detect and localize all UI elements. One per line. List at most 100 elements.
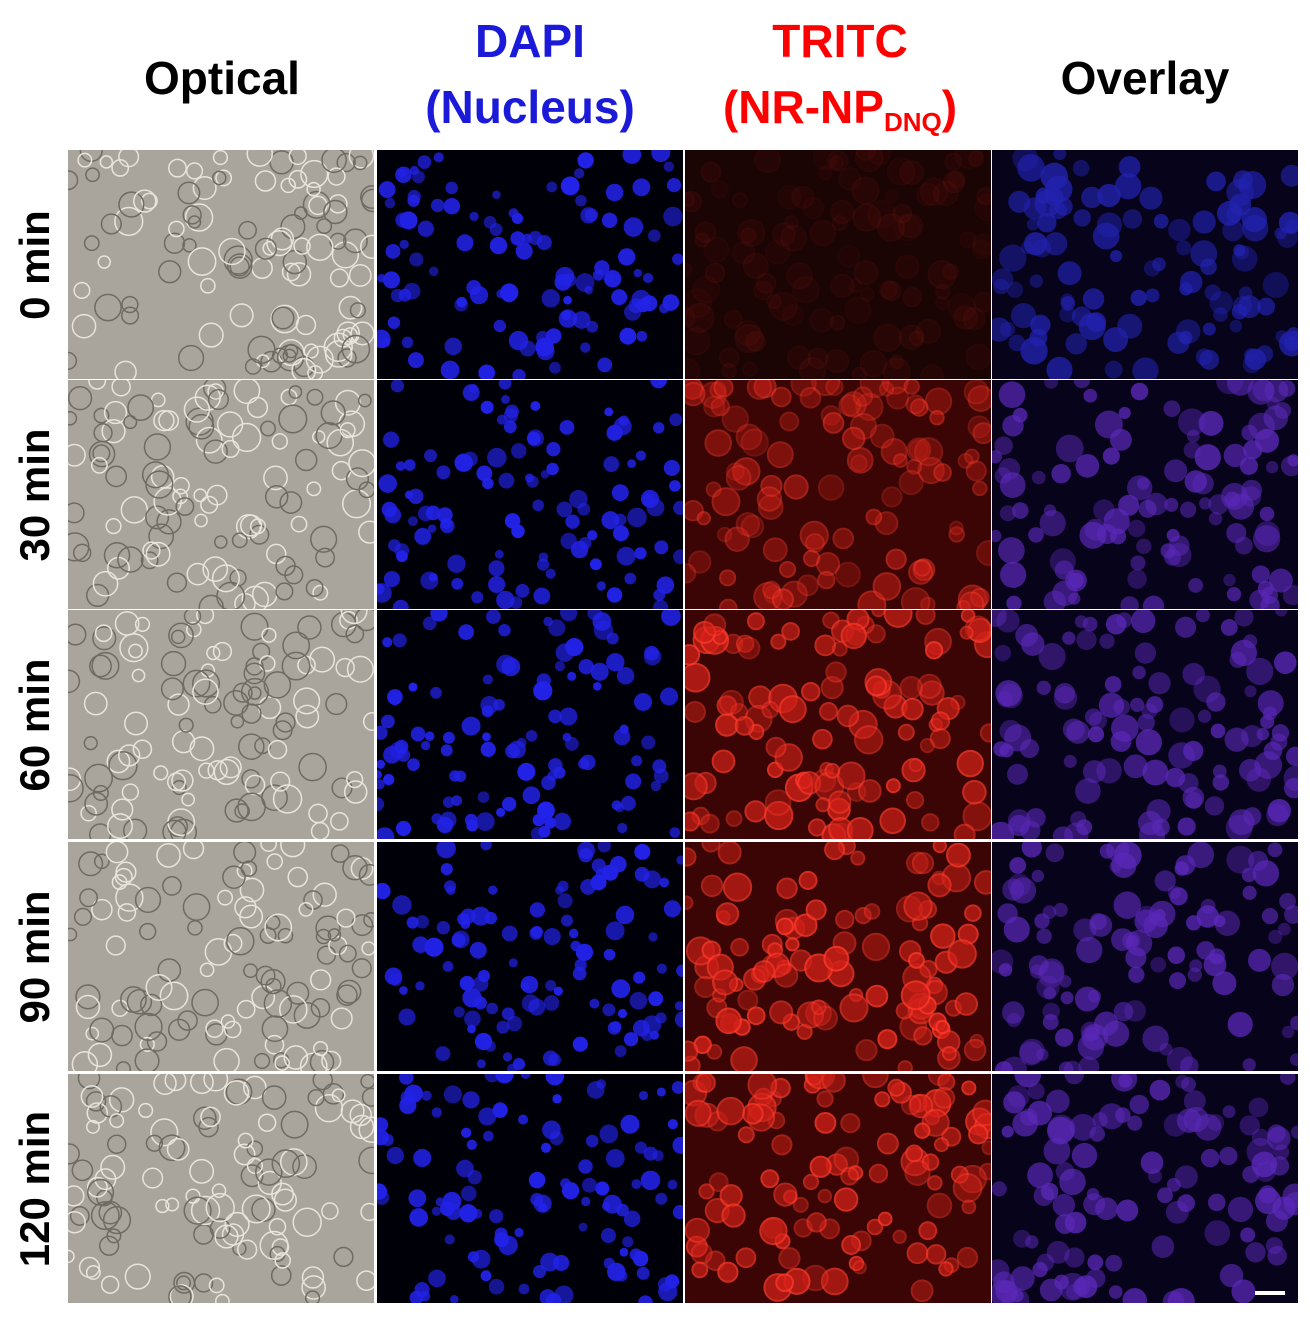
cell — [257, 1170, 282, 1196]
cell — [85, 1026, 100, 1041]
subscript: DNQ — [883, 107, 942, 137]
cell — [1214, 910, 1241, 936]
cell — [798, 870, 818, 890]
cell — [992, 317, 1012, 342]
cell — [92, 626, 117, 651]
cell — [589, 558, 602, 571]
cell — [1241, 479, 1263, 501]
cell — [1102, 447, 1120, 465]
cell — [560, 176, 580, 196]
cell — [672, 253, 683, 265]
cell — [1229, 651, 1247, 669]
cell — [898, 213, 924, 239]
cell — [90, 1201, 120, 1231]
cell — [1213, 307, 1228, 322]
cell — [453, 1006, 465, 1018]
cell — [820, 1267, 849, 1296]
cell — [261, 627, 277, 643]
cell — [877, 1211, 893, 1227]
cell — [128, 643, 143, 659]
cell — [937, 1074, 956, 1091]
cell — [1045, 175, 1073, 203]
cell — [976, 187, 991, 206]
cell — [331, 777, 353, 799]
cell — [1210, 723, 1226, 739]
cell — [73, 907, 93, 926]
cell — [874, 1091, 891, 1108]
cell — [885, 778, 901, 794]
cell — [390, 288, 405, 303]
cell — [1274, 651, 1297, 674]
cell — [605, 921, 625, 941]
micrograph — [68, 610, 374, 839]
cell — [229, 256, 250, 277]
cell — [68, 351, 78, 370]
cell — [94, 624, 113, 643]
cell — [542, 1050, 559, 1066]
cell — [1105, 1254, 1123, 1272]
cell — [995, 680, 1022, 707]
cell — [718, 598, 738, 609]
cell — [901, 758, 926, 783]
cell — [1266, 803, 1289, 827]
cell — [752, 960, 776, 983]
cell — [506, 1015, 523, 1032]
cell — [436, 842, 456, 859]
cell — [771, 588, 794, 609]
cell — [337, 348, 357, 368]
cell — [278, 404, 308, 434]
cell — [1088, 711, 1107, 730]
cell — [1275, 330, 1289, 343]
cell — [540, 470, 550, 479]
cell — [167, 1018, 191, 1041]
cell — [281, 651, 311, 681]
cell — [407, 352, 424, 369]
cell — [1224, 727, 1249, 752]
cell — [953, 823, 976, 839]
cell — [124, 711, 149, 736]
cell — [611, 800, 622, 811]
cell — [1130, 610, 1156, 634]
cell — [1020, 820, 1041, 839]
cell — [292, 1207, 322, 1237]
cell — [325, 693, 348, 716]
cell — [191, 988, 219, 1017]
cell — [667, 1118, 679, 1130]
cell — [1174, 1165, 1198, 1189]
cell — [711, 487, 741, 517]
cell — [1125, 929, 1153, 957]
cell — [1028, 527, 1044, 543]
cell — [1076, 629, 1097, 651]
cell — [274, 1055, 290, 1071]
cell — [1062, 631, 1076, 645]
cell — [1114, 172, 1142, 200]
cell — [992, 1279, 1018, 1303]
row-label: 60 min — [11, 657, 58, 792]
cell — [444, 1234, 455, 1245]
cell — [587, 530, 598, 541]
cell — [721, 362, 737, 379]
cell — [565, 514, 580, 529]
cell — [958, 591, 985, 609]
cell — [779, 560, 797, 578]
cell — [904, 1159, 931, 1186]
cell — [360, 234, 374, 259]
cell — [157, 958, 182, 983]
cell — [764, 789, 792, 816]
cell — [1046, 356, 1073, 379]
cell — [1246, 1137, 1275, 1166]
cell — [336, 984, 358, 1006]
cell — [698, 1183, 715, 1200]
cell — [1247, 380, 1275, 405]
cell — [315, 547, 336, 568]
cell — [577, 152, 594, 169]
cell — [719, 569, 737, 587]
cell — [407, 758, 420, 771]
cell — [998, 381, 1026, 409]
cells — [685, 610, 991, 839]
cell — [312, 584, 329, 601]
cell — [902, 287, 923, 308]
cell — [394, 543, 410, 559]
cell — [622, 150, 642, 165]
cell — [233, 1143, 256, 1166]
